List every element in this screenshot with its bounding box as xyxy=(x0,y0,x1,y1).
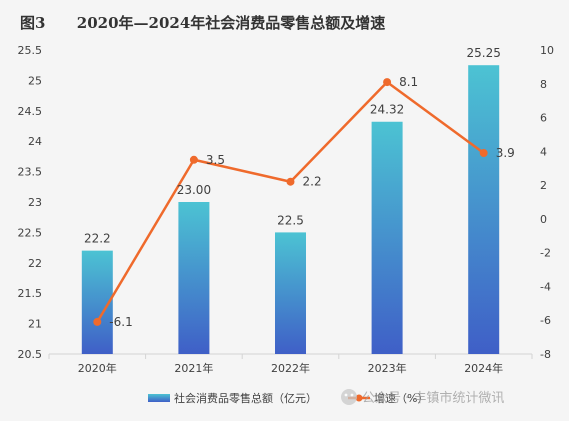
growth-value-label: -6.1 xyxy=(109,315,132,329)
legend-bar-label: 社会消费品零售总额（亿元） xyxy=(174,391,317,405)
y-right-tick-label: 4 xyxy=(540,145,547,158)
y-left-tick-label: 23.5 xyxy=(18,166,43,179)
growth-point xyxy=(383,78,392,87)
growth-point xyxy=(189,155,198,164)
growth-value-label: 3.5 xyxy=(206,153,225,167)
growth-value-label: 2.2 xyxy=(303,175,322,189)
bar xyxy=(468,65,500,354)
bar-series xyxy=(81,65,500,354)
chart-title: 图3 2020年—2024年社会消费品零售总额及增速 xyxy=(20,14,385,32)
legend-bar-swatch xyxy=(148,394,170,402)
wechat-icon xyxy=(341,389,357,405)
legend: 社会消费品零售总额（亿元） 增速（%） xyxy=(148,391,428,405)
bar-value-label: 23.00 xyxy=(177,183,211,197)
bar-value-label: 25.25 xyxy=(467,46,501,60)
y-left-tick-label: 22 xyxy=(28,257,42,270)
bar-value-label: 22.5 xyxy=(277,213,304,227)
y-right-tick-label: 10 xyxy=(540,44,554,57)
x-tick-label: 2022年 xyxy=(271,361,310,375)
data-labels: 22.2 23.00 22.5 24.32 25.25 -6.1 3.5 2.2 8.1 3.9 xyxy=(84,46,515,329)
growth-point xyxy=(286,177,295,186)
wechat-icon-eye-left xyxy=(344,393,348,397)
y-right-tick-label: -6 xyxy=(540,314,551,327)
watermark-text: 公众号 · 丰镇市统计微讯 xyxy=(362,390,504,406)
x-tick-label: 2023年 xyxy=(368,361,407,375)
y-left-tick-label: 24.5 xyxy=(18,105,43,118)
x-tick-label: 2021年 xyxy=(174,361,213,375)
line-series xyxy=(93,78,488,326)
bar xyxy=(178,202,210,354)
legend-line-label: 增速（%） xyxy=(374,391,428,405)
bar xyxy=(275,232,306,354)
y-left-tick-label: 20.5 xyxy=(18,348,43,361)
y-left-tick-label: 24 xyxy=(28,135,42,148)
y-left-tick-label: 23 xyxy=(28,196,42,209)
bar-value-label: 24.32 xyxy=(370,103,404,117)
y-right-tick-label: 0 xyxy=(540,213,547,226)
bar-value-label: 22.2 xyxy=(84,232,111,246)
legend-line-marker xyxy=(355,394,363,402)
y-right-tick-label: -4 xyxy=(540,280,551,293)
x-tick-label: 2024年 xyxy=(464,361,503,375)
y-left-tick-label: 21.5 xyxy=(18,287,43,300)
y-right-tick-label: -8 xyxy=(540,348,551,361)
bar xyxy=(371,121,403,354)
growth-value-label: 8.1 xyxy=(399,75,418,89)
y-left-tick-label: 22.5 xyxy=(18,226,43,239)
axes: 2020年 2021年 2022年 2023年 2024年20.52121.52222.… xyxy=(18,44,555,375)
y-right-tick-label: 2 xyxy=(540,179,547,192)
growth-point xyxy=(479,149,488,158)
watermark: 公众号 · 丰镇市统计微讯 xyxy=(341,389,504,406)
y-left-tick-label: 25 xyxy=(28,74,42,87)
wechat-icon-eye-right xyxy=(350,393,354,397)
y-right-tick-label: -2 xyxy=(540,247,551,260)
y-right-tick-label: 6 xyxy=(540,112,547,125)
y-left-tick-label: 21 xyxy=(28,318,42,331)
y-left-tick-label: 25.5 xyxy=(18,44,43,57)
x-tick-label: 2020年 xyxy=(78,361,117,375)
y-right-tick-label: 8 xyxy=(540,78,547,91)
growth-point xyxy=(93,317,102,326)
growth-value-label: 3.9 xyxy=(496,146,515,160)
